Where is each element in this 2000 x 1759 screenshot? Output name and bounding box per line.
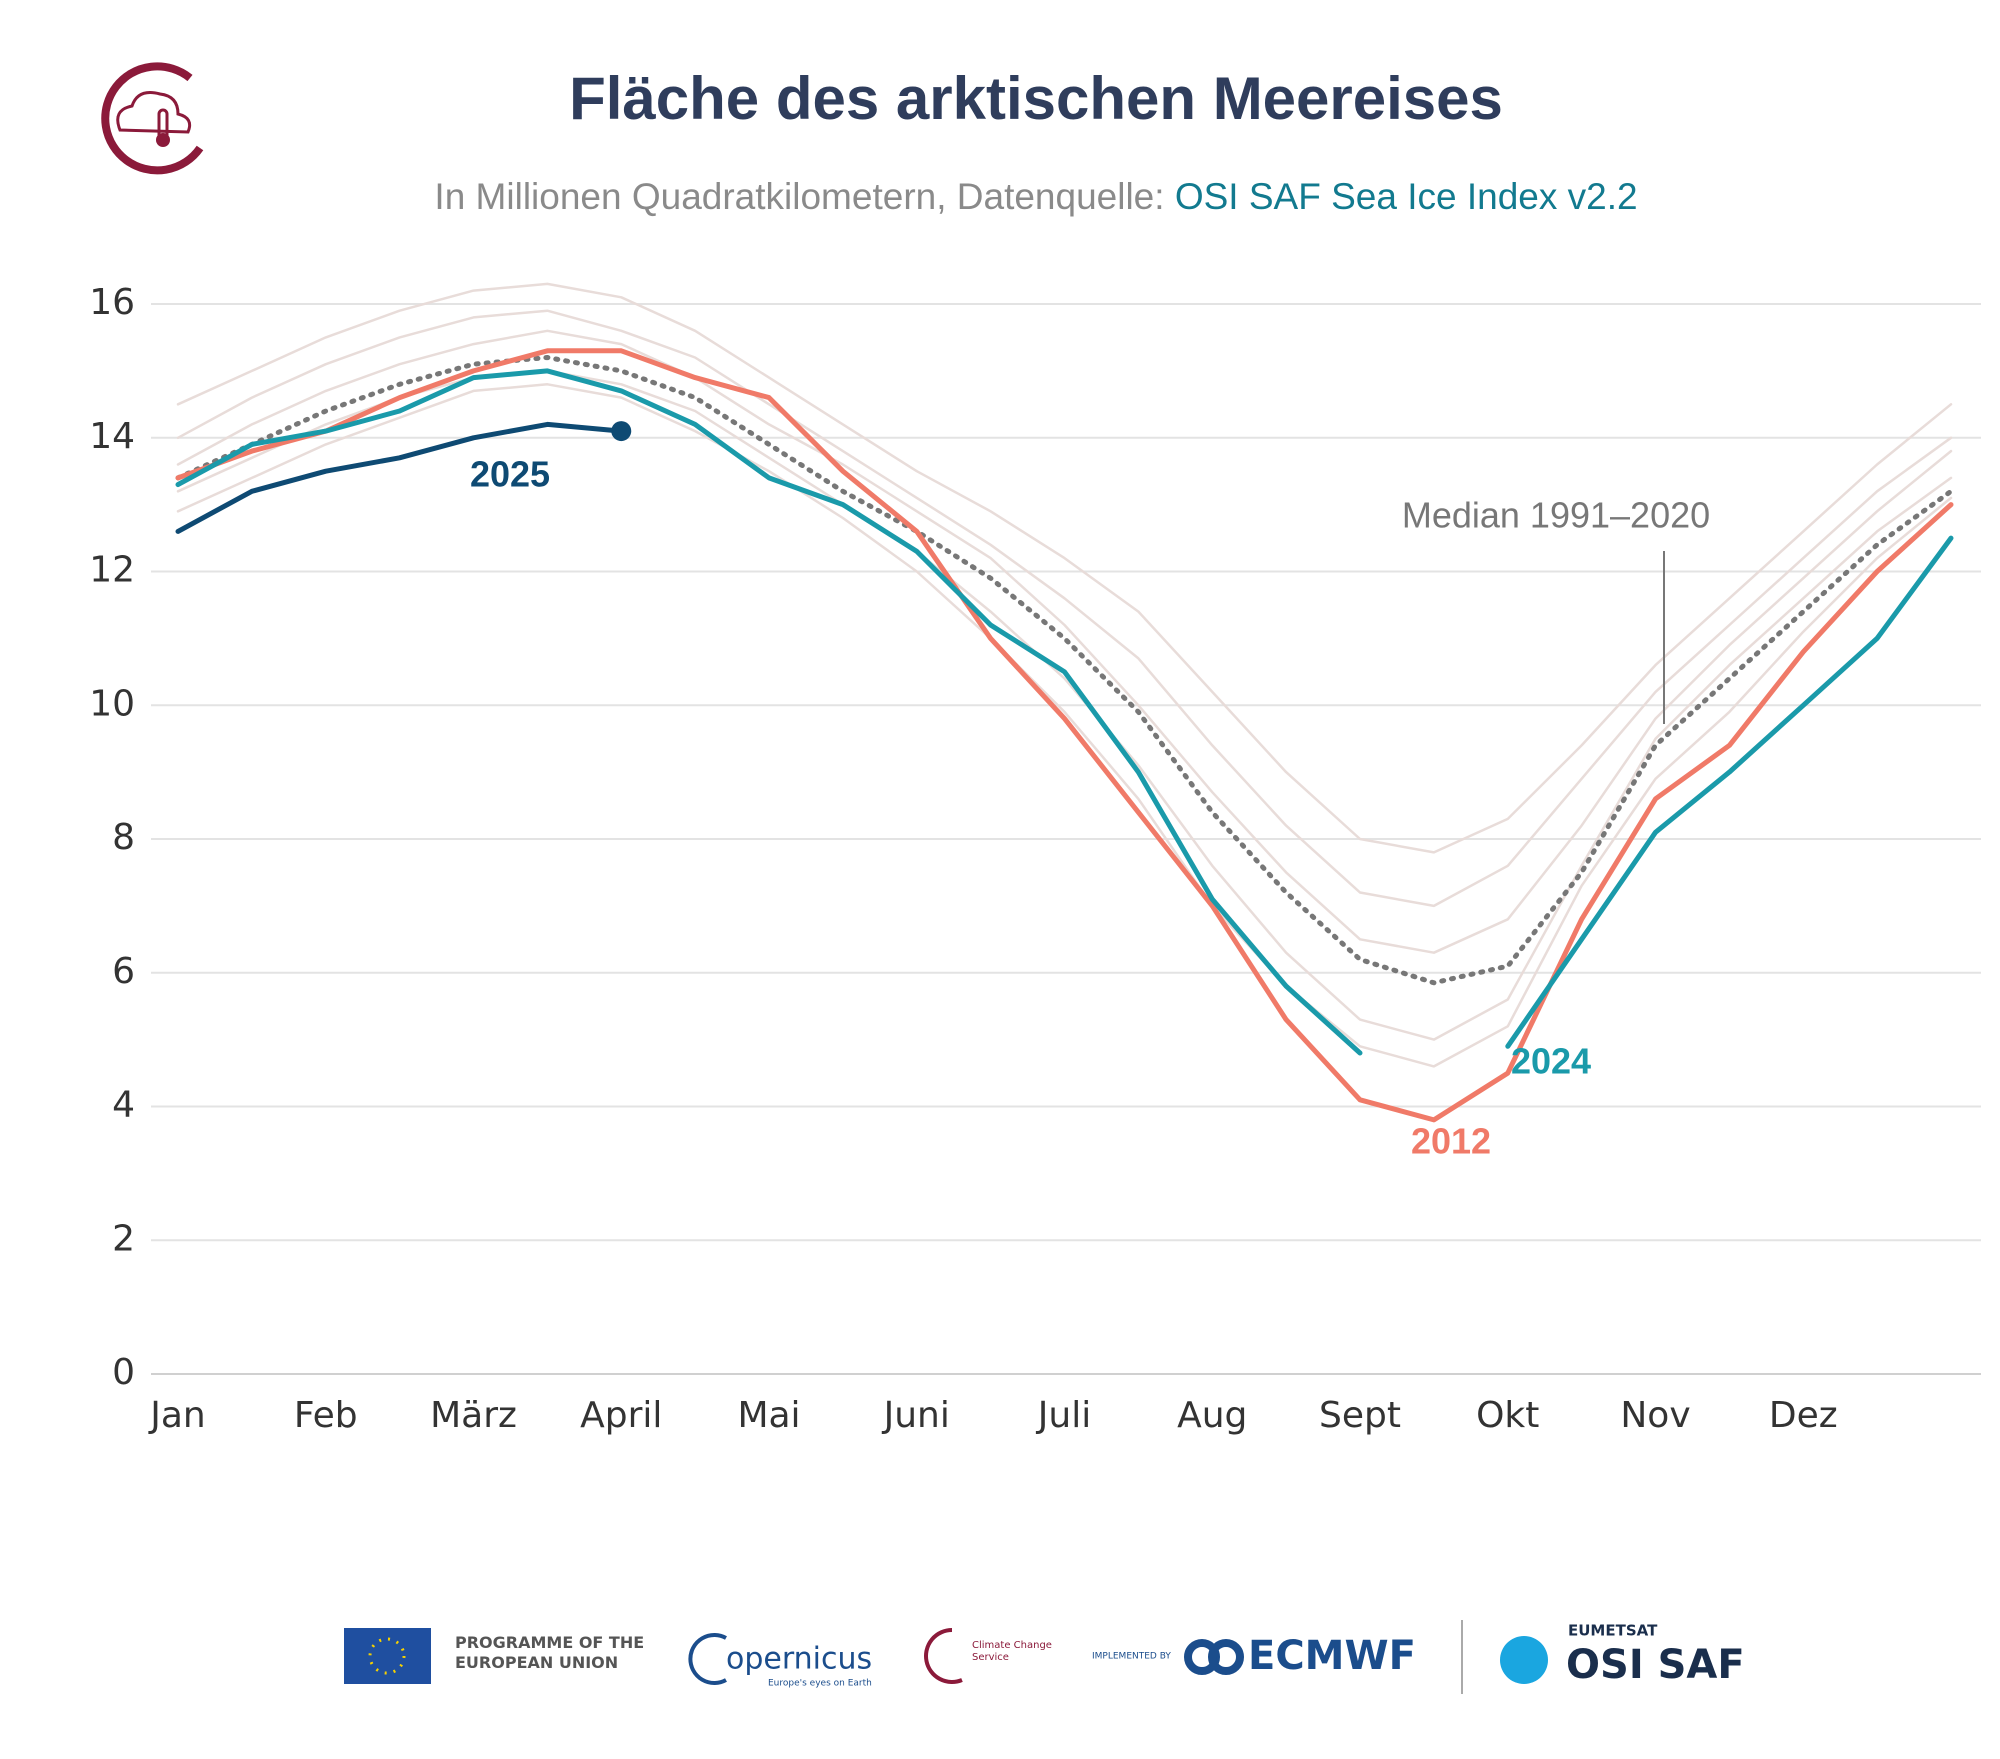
- series-line: [175, 355, 1954, 986]
- background-year-line: [176, 329, 1953, 954]
- x-tick-label: Feb: [294, 1395, 358, 1436]
- x-tick-label: Aug: [1177, 1395, 1247, 1436]
- subtitle-source: OSI SAF Sea Ice Index v2.2: [1175, 176, 1638, 217]
- osisaf: OSI SAF: [1566, 1642, 1745, 1688]
- chart-title: Fläche des arktischen Meereises: [569, 65, 1503, 132]
- x-tick-label: Mai: [737, 1395, 800, 1436]
- x-tick-label: Sept: [1319, 1395, 1401, 1436]
- implemented-by: IMPLEMENTED BY: [1092, 1652, 1171, 1662]
- series-line: [175, 368, 1363, 1056]
- eu-stars: [368, 1637, 406, 1675]
- x-tick-label: April: [580, 1395, 662, 1436]
- copernicus: opernicus: [726, 1642, 872, 1677]
- chart-subtitle: In Millionen Quadratkilometern, Datenque…: [434, 176, 1637, 217]
- y-tick-label: 2: [112, 1218, 135, 1259]
- y-tick-label: 6: [112, 951, 135, 992]
- y-tick-label: 16: [89, 282, 135, 323]
- copernicus-tagline: Europe's eyes on Earth: [768, 1679, 872, 1689]
- series-label: 2024: [1511, 1041, 1591, 1082]
- c3s-box: Climate Change Service: [972, 1640, 1052, 1663]
- background-year-line: [176, 282, 1953, 854]
- series-line: [1505, 535, 1954, 1049]
- x-tick-label: Juni: [882, 1395, 950, 1436]
- ecmwf: ECMWF: [1248, 1633, 1416, 1679]
- y-tick-label: 10: [89, 683, 135, 724]
- x-tick-label: März: [430, 1395, 517, 1436]
- series-line: [175, 421, 624, 534]
- y-tick-label: 8: [112, 817, 135, 858]
- background-year-line: [176, 309, 1953, 908]
- logo: [101, 62, 204, 175]
- eumetsat: EUMETSAT: [1568, 1622, 1658, 1640]
- x-tick-label: Jan: [148, 1395, 206, 1436]
- eu-text: PROGRAMME OF THE EUROPEAN UNION: [455, 1633, 645, 1672]
- end-marker: [611, 421, 632, 442]
- x-tick-label: Dez: [1769, 1395, 1838, 1436]
- y-tick-label: 0: [112, 1352, 135, 1393]
- y-tick-label: 12: [89, 550, 135, 591]
- eu-flag: [344, 1628, 431, 1684]
- series-line: [175, 348, 1954, 1123]
- x-tick-label: Okt: [1476, 1395, 1539, 1436]
- y-tick-label: 14: [89, 416, 135, 457]
- x-tick-label: Juli: [1036, 1395, 1091, 1436]
- c3s-text: Climate Change Service: [972, 1640, 1052, 1663]
- eu-text-box: PROGRAMME OF THE EUROPEAN UNION: [455, 1633, 645, 1672]
- x-tick-label: Nov: [1620, 1395, 1690, 1436]
- plot: 0 2 4 6 8 10 12 14 16 Jan Feb März April Mai Juni Juli A…: [89, 282, 1981, 1436]
- background-year-line: [176, 383, 1953, 1068]
- subtitle-text: In Millionen Quadratkilometern, Datenque…: [434, 176, 1174, 217]
- series-label: 2025: [470, 454, 550, 495]
- y-tick-label: 4: [112, 1085, 135, 1126]
- series-label: Median 1991–2020: [1402, 495, 1710, 536]
- series-label: 2012: [1411, 1121, 1491, 1162]
- footer: PROGRAMME OF THE EUROPEAN UNION opernicu…: [344, 1620, 1745, 1694]
